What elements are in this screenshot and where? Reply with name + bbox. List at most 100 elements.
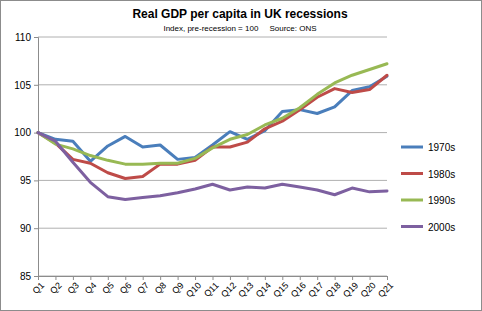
x-tick-label: Q7 [135,280,151,296]
x-tick-mark [335,276,336,280]
x-tick-mark [265,276,266,280]
x-tick-label: Q20 [359,280,378,299]
grid-line [38,132,387,133]
y-tick-mark [34,276,38,277]
x-tick: Q21 [376,276,395,299]
x-tick-mark [73,276,74,280]
x-tick-label: Q9 [170,280,186,296]
x-tick-label: Q1 [31,280,47,296]
y-tick-mark [34,37,38,38]
x-tick-label: Q4 [83,280,99,296]
x-tick-mark [352,276,353,280]
legend-swatch [401,199,423,202]
x-tick: Q13 [236,276,255,299]
x-tick: Q11 [202,276,221,299]
x-tick-mark [125,276,126,280]
x-tick-label: Q21 [376,280,395,299]
x-tick-label: Q13 [236,280,255,299]
x-tick: Q12 [219,276,238,299]
x-tick: Q15 [271,276,290,299]
x-axis: Q1Q2Q3Q4Q5Q6Q7Q8Q9Q10Q11Q12Q13Q14Q15Q16Q… [31,276,396,299]
x-tick: Q8 [153,276,169,296]
grid-line [38,228,387,229]
y-tick-label: 95 [20,175,32,186]
x-tick: Q16 [289,276,308,299]
x-tick-label: Q14 [254,280,273,299]
title: Real GDP per capita in UK recessions [132,7,348,21]
y-tick-label: 85 [20,271,32,282]
legend-label: 1990s [428,195,455,206]
x-tick-label: Q6 [118,280,134,296]
x-tick-mark [247,276,248,280]
x-tick-label: Q15 [271,280,290,299]
x-tick-label: Q8 [153,280,169,296]
x-tick: Q1 [31,276,47,296]
grid-line [38,37,387,38]
x-tick-mark [195,276,196,280]
x-tick: Q4 [83,276,99,296]
x-tick-mark [230,276,231,280]
x-tick: Q20 [359,276,378,299]
grid [38,37,387,276]
y-tick-label: 110 [15,32,31,43]
x-axis-line [39,277,388,281]
legend-swatch [401,172,423,175]
y-tick: 100 [14,127,38,138]
x-tick-label: Q2 [48,280,64,296]
x-tick-label: Q10 [184,280,203,299]
x-tick: Q18 [324,276,343,299]
x-tick-label: Q5 [100,280,116,296]
y-tick-label: 100 [14,127,31,138]
x-tick-mark [90,276,91,280]
legend-label: 1970s [428,142,455,153]
y-tick: 95 [20,175,38,186]
y-tick-mark [34,85,38,86]
y-tick: 90 [20,223,38,234]
x-tick-label: Q17 [306,280,325,299]
x-tick: Q3 [65,276,81,296]
y-tick-label: 90 [20,223,32,234]
x-tick-mark [178,276,179,280]
series-line [38,75,387,178]
x-tick-mark [213,276,214,280]
x-tick-mark [387,276,388,280]
x-tick-label: Q16 [289,280,308,299]
x-tick-label: Q18 [324,280,343,299]
x-tick-mark [160,276,161,280]
series-lines [38,64,387,200]
x-tick-mark [143,276,144,280]
x-tick: Q19 [341,276,360,299]
x-tick-label: Q19 [341,280,360,299]
x-tick-label: Q3 [65,280,81,296]
x-tick: Q17 [306,276,325,299]
x-tick: Q10 [184,276,203,299]
y-axis-line [34,38,39,277]
legend: 1970s 1980s 1990s 2000s [401,142,455,233]
x-tick-mark [108,276,109,280]
x-tick: Q2 [48,276,64,296]
y-tick: 110 [15,32,38,43]
x-tick-mark [55,276,56,280]
x-tick-mark [317,276,318,280]
subtitle: Index, pre-recession = 100 Source: ONS [163,24,316,33]
series-line [38,64,387,164]
y-tick-label: 105 [14,80,31,91]
y-tick: 105 [14,80,38,91]
x-tick-mark [282,276,283,280]
legend-label: 1980s [428,169,455,180]
chart: Real GDP per capita in UK recessions Inde… [0,0,482,311]
legend-label: 2000s [428,222,455,233]
y-axis: 85 90 95 100 105 110 [14,32,38,282]
y-tick-mark [34,228,38,229]
x-tick-mark [300,276,301,280]
legend-swatch [401,225,423,228]
series-line [38,133,387,200]
chart-frame [1,1,482,311]
legend-swatch [401,146,423,149]
x-tick: Q6 [118,276,134,296]
x-tick: Q5 [100,276,116,296]
x-tick: Q14 [254,276,273,299]
x-tick-mark [370,276,371,280]
y-tick-mark [34,180,38,181]
y-tick: 85 [20,271,38,282]
